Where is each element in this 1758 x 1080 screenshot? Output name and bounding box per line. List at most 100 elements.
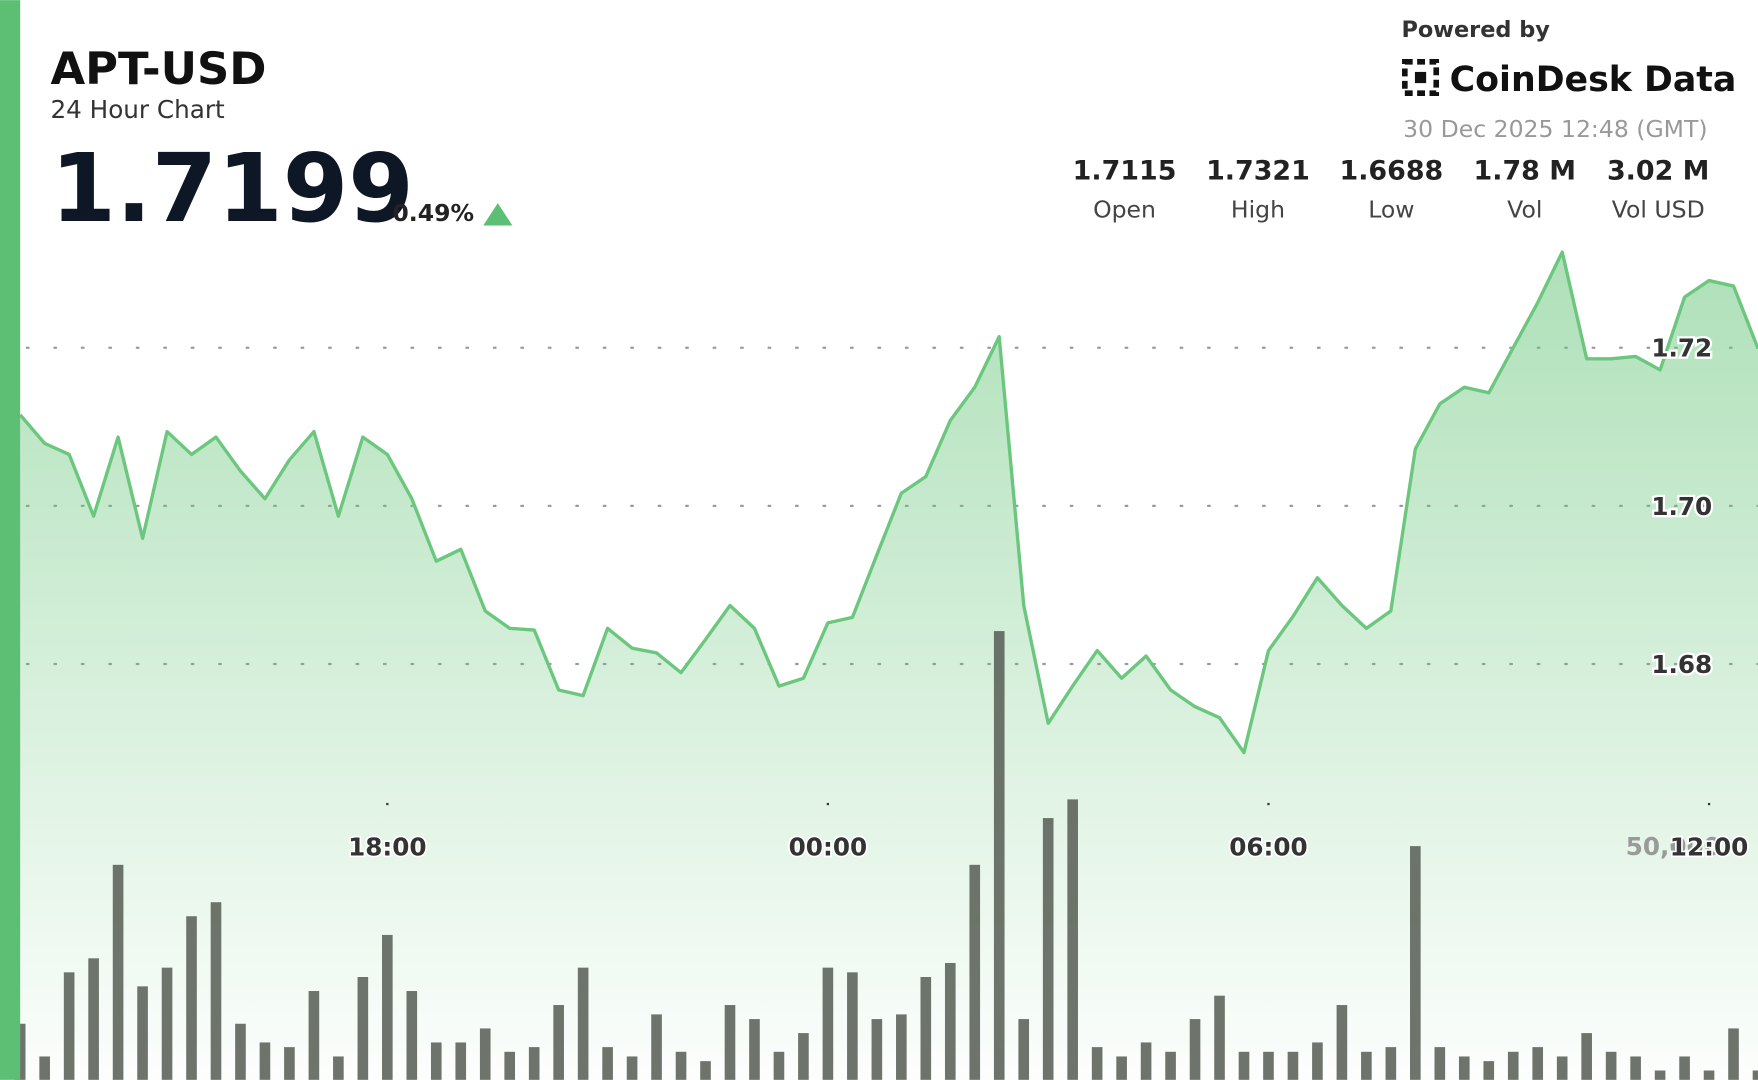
x-tick-label: 18:00	[348, 833, 426, 862]
plot-area: 50,000 1.68 1.70 1.72 18:00 00:00 06:00 12:00	[14, 250, 1758, 1080]
volume-bar	[1361, 1051, 1372, 1080]
volume-bar	[259, 1042, 271, 1080]
volume-bar	[724, 1005, 736, 1080]
symbol: APT-USD	[50, 42, 266, 95]
stat-value: 1.6688	[1339, 156, 1443, 187]
volume-bar	[1556, 1056, 1568, 1080]
volume-bar	[1091, 1047, 1103, 1080]
volume-bar	[871, 1019, 883, 1080]
volume-bar	[210, 902, 222, 1080]
volume-bar	[822, 967, 834, 1080]
volume-bar	[1532, 1047, 1544, 1080]
volume-bar	[1067, 799, 1078, 1080]
brand: CoinDesk Data	[1450, 60, 1737, 100]
volume-bar	[504, 1051, 516, 1080]
volume-bar	[896, 1014, 907, 1080]
volume-bar	[675, 1051, 687, 1080]
volume-bar	[1385, 1047, 1397, 1080]
volume-bar	[969, 864, 981, 1080]
stat-value: 1.78 M	[1474, 156, 1576, 187]
volume-bar	[1483, 1061, 1495, 1080]
volume-bar	[1116, 1056, 1127, 1080]
volume-bar	[284, 1047, 295, 1080]
volume-bar	[430, 1042, 442, 1080]
volume-bar	[455, 1042, 467, 1080]
y-tick-label: 1.70	[1651, 492, 1712, 521]
volume-bar	[1263, 1051, 1274, 1080]
volume-bar	[1140, 1042, 1152, 1080]
volume-bar	[1189, 1019, 1201, 1080]
y2-tick-label: 50,000	[1626, 832, 1721, 861]
accent-bar	[0, 0, 21, 1080]
volume-bar	[1728, 1028, 1739, 1080]
subtitle: 24 Hour Chart	[50, 95, 225, 124]
volume-bar	[1605, 1051, 1617, 1080]
y-tick-label: 1.68	[1651, 650, 1712, 679]
volume-bar	[161, 967, 173, 1080]
volume-bar	[993, 631, 1005, 1080]
volume-bar	[1165, 1051, 1176, 1080]
volume-bar	[382, 934, 393, 1080]
change: 0.49%	[392, 199, 474, 227]
brand-logo	[1402, 59, 1440, 97]
volume-bar	[1752, 1070, 1758, 1080]
volume-bar	[553, 1005, 564, 1080]
volume-bar	[479, 1028, 491, 1080]
volume-bar	[88, 958, 99, 1080]
stat-label: Vol	[1507, 196, 1542, 224]
volume-bar	[577, 967, 589, 1080]
volume-bar	[1679, 1056, 1690, 1080]
volume-bar	[920, 977, 932, 1080]
volume-bar	[186, 916, 197, 1080]
volume-bar	[63, 972, 75, 1080]
volume-bar	[651, 1014, 662, 1080]
price-line	[18, 250, 1758, 755]
stats: 1.7115 Open 1.7321 High 1.6688 Low 1.78 M Vol 3.…	[1073, 156, 1710, 224]
price: 1.7199	[50, 135, 413, 244]
volume-bar	[1630, 1056, 1641, 1080]
volume-bar	[1703, 1070, 1715, 1080]
volume-bar	[333, 1056, 344, 1080]
volume-bar	[137, 986, 148, 1080]
price-area	[20, 252, 1758, 1080]
volume-bar	[1434, 1047, 1446, 1080]
volume-bar	[1336, 1005, 1348, 1080]
volume-bar	[528, 1047, 540, 1080]
volume-bar	[773, 1051, 785, 1080]
volume-bar	[1042, 818, 1054, 1080]
volume-bar	[847, 972, 858, 1080]
stat-label: High	[1231, 196, 1285, 224]
volume-bar	[1581, 1033, 1592, 1080]
x-tick-label: 00:00	[789, 833, 867, 862]
stat-label: Vol USD	[1612, 196, 1705, 224]
volume-bar	[406, 991, 418, 1080]
volume-bar	[1312, 1042, 1323, 1080]
volume-bar	[700, 1061, 711, 1080]
stat-value: 1.7321	[1206, 156, 1310, 187]
volume-bar	[602, 1047, 613, 1080]
volume-bar	[626, 1056, 638, 1080]
powered-by: Powered by	[1401, 17, 1550, 43]
volume-bar	[749, 1019, 760, 1080]
volume-bar	[235, 1023, 246, 1080]
stat-label: Open	[1093, 196, 1156, 224]
up-arrow	[483, 203, 513, 226]
volume-bar	[1214, 995, 1225, 1080]
volume-bar	[1654, 1070, 1666, 1080]
volume-bar	[1410, 846, 1421, 1080]
volume-bar	[39, 1056, 50, 1080]
stat-value: 1.7115	[1073, 156, 1177, 187]
volume-bar	[1018, 1019, 1030, 1080]
x-tick-label: 06:00	[1229, 833, 1307, 862]
x-tick-label: 12:00	[1670, 833, 1748, 862]
volume-bar	[1458, 1056, 1470, 1080]
volume-bar	[944, 962, 956, 1080]
volume-bar	[112, 864, 124, 1080]
y-tick-label: 1.72	[1651, 334, 1712, 363]
stat-value: 3.02 M	[1607, 156, 1709, 187]
volume-bar	[1507, 1051, 1519, 1080]
volume-bar	[1287, 1051, 1299, 1080]
volume-bar	[1238, 1051, 1250, 1080]
